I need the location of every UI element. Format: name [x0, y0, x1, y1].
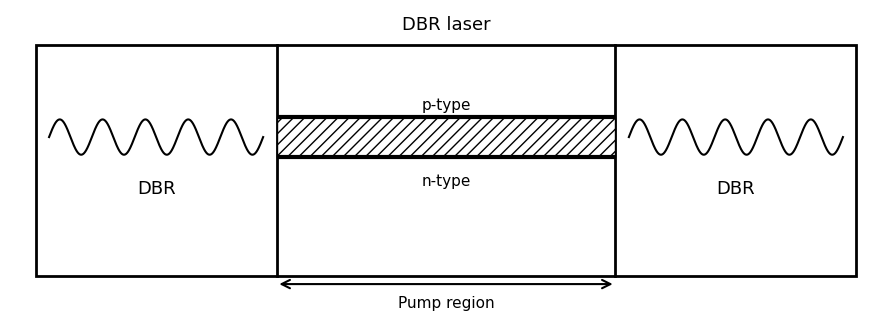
Text: DBR laser: DBR laser [401, 16, 491, 34]
Text: Pump region: Pump region [398, 296, 494, 311]
Bar [36, 45, 856, 276]
Text: n-type: n-type [421, 174, 471, 189]
Text: DBR: DBR [716, 180, 756, 198]
Text: p-type: p-type [421, 98, 471, 113]
Bar [277, 117, 615, 157]
Text: DBR: DBR [136, 180, 176, 198]
